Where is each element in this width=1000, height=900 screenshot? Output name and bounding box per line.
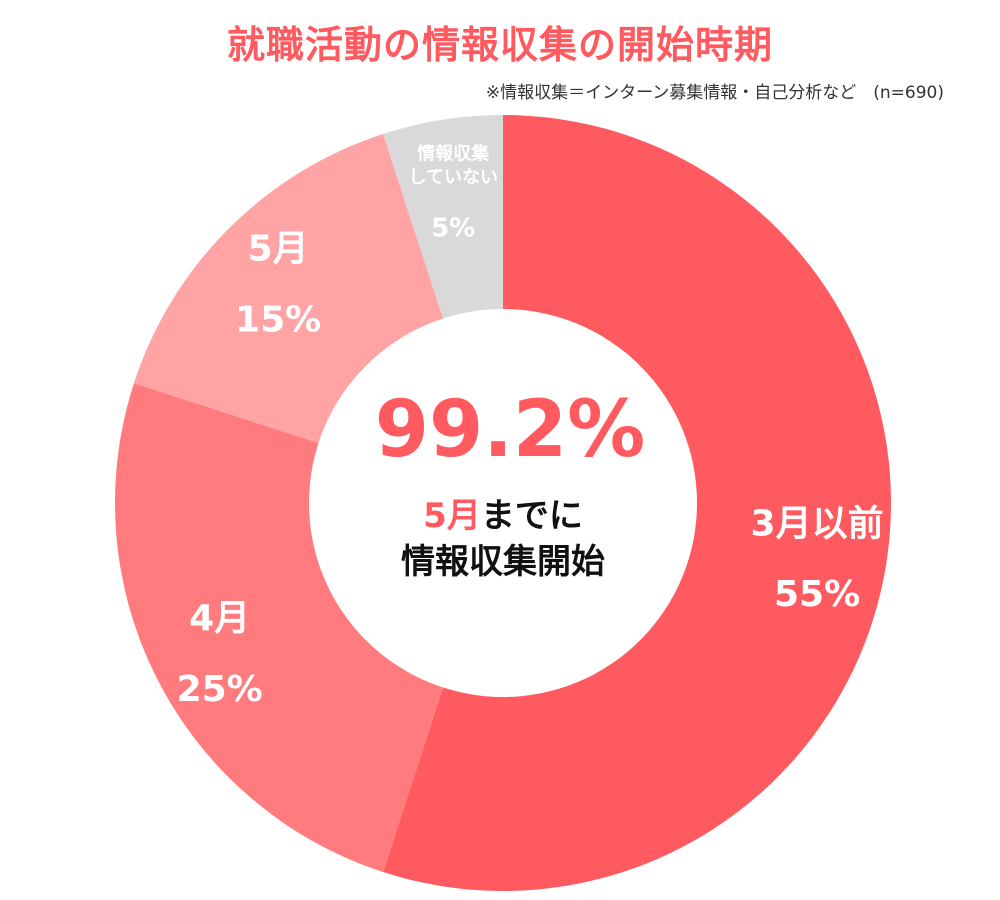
center-value: 99.2% <box>375 385 646 475</box>
center-line-1-rest: までに <box>481 496 583 536</box>
slice-label-3-line-1: していない <box>409 167 498 188</box>
slice-value-3: 5% <box>431 213 475 243</box>
slice-label-1-line-0: 4月 <box>189 598 250 639</box>
slice-value-0: 55% <box>774 574 860 615</box>
chart-title: 就職活動の情報収集の開始時期 <box>226 23 773 67</box>
slice-label-0-line-0: 3月以前 <box>751 503 884 544</box>
center-line-1: 5月までに <box>423 496 583 536</box>
chart-subtitle: ※情報収集＝インターン募集情報・自己分析など (n=690) <box>485 83 944 103</box>
slice-value-2: 15% <box>235 300 321 341</box>
slice-value-1: 25% <box>177 669 263 710</box>
center-line-2: 情報収集開始 <box>401 542 605 582</box>
center-highlight: 5月 <box>423 496 481 536</box>
slice-label-3-line-0: 情報収集 <box>417 143 490 165</box>
donut-hole <box>309 309 697 697</box>
slice-label-2-line-0: 5月 <box>248 229 309 270</box>
